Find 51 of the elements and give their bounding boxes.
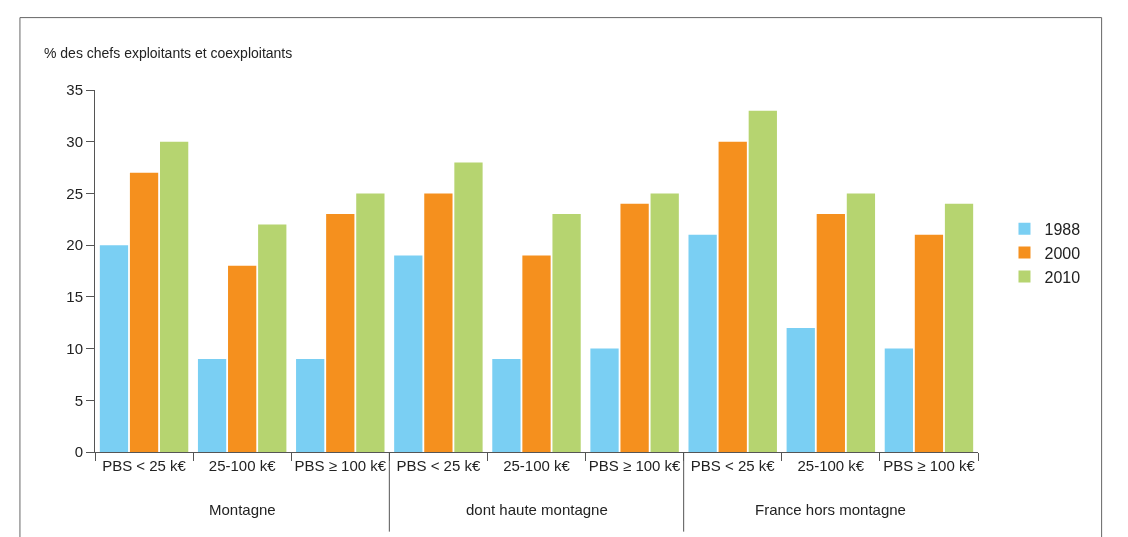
x-tick-label: PBS < 25 k€ <box>396 457 481 474</box>
bar <box>258 224 287 452</box>
bar <box>99 245 129 452</box>
y-axis-title: % des chefs exploitants et coexploitants <box>44 45 293 61</box>
text: Montagne <box>209 501 276 518</box>
bar <box>620 203 649 452</box>
bar <box>228 265 257 452</box>
y-tick-label: 35 <box>66 81 83 99</box>
bar <box>718 141 747 452</box>
x-tick-label: 25-100 k€ <box>797 457 865 474</box>
x-tick-label: PBS ≥ 100 k€ <box>883 457 976 474</box>
bar <box>748 110 777 452</box>
bar <box>846 193 876 452</box>
x-tick-label: 25-100 k€ <box>503 457 571 474</box>
x-tick-label: 25-100 k€ <box>208 457 277 474</box>
y-tick-label: 0 <box>74 443 83 461</box>
y-tick-label: 25 <box>66 184 83 202</box>
bar <box>197 358 227 452</box>
legend-label: 2000 <box>1044 244 1081 262</box>
bar <box>944 203 974 452</box>
y-tick-label: 15 <box>66 288 83 306</box>
bar <box>326 214 355 452</box>
y-tick-label: 10 <box>66 339 83 357</box>
bar <box>522 255 551 452</box>
x-tick-label: PBS ≥ 100 k€ <box>294 457 387 474</box>
bar <box>492 358 521 452</box>
bar <box>816 214 845 452</box>
x-tick-label: PBS < 25 k€ <box>690 457 776 474</box>
bar <box>650 193 679 452</box>
x-tick-label: PBS ≥ 100 k€ <box>588 457 682 474</box>
bar <box>454 162 483 452</box>
bar <box>129 172 159 452</box>
bar <box>160 141 189 452</box>
text: France hors montagne <box>755 501 906 518</box>
bar <box>914 234 944 452</box>
bar <box>590 348 619 452</box>
bar <box>552 214 581 452</box>
bar <box>356 193 385 452</box>
bar <box>296 358 325 452</box>
x-tick-label: PBS < 25 k€ <box>102 457 187 474</box>
bar <box>424 193 453 452</box>
bar <box>394 255 423 452</box>
y-tick-label: 30 <box>66 132 83 150</box>
text: dont haute montagne <box>466 501 608 518</box>
bar <box>884 348 913 452</box>
y-tick-label: 5 <box>74 391 83 409</box>
bar <box>688 234 717 452</box>
legend-label: 1988 <box>1044 221 1081 239</box>
y-tick-label: 20 <box>66 236 83 254</box>
legend-label: 2010 <box>1044 268 1081 286</box>
bar <box>786 327 815 452</box>
